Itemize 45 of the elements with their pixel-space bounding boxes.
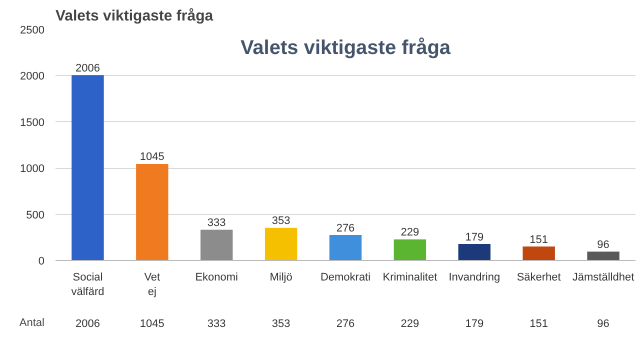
text: 179: [465, 318, 484, 330]
text: 1045: [140, 318, 164, 330]
data-label: 333: [207, 217, 226, 230]
data-label: 276: [336, 222, 355, 234]
y-tick-label: 1500: [20, 116, 45, 129]
text: 353: [272, 318, 290, 330]
data-label: 229: [400, 226, 420, 239]
y-tick-label: 1000: [20, 163, 45, 176]
bar: [458, 244, 490, 260]
x-tick-label: Jämställdhet: [572, 272, 634, 284]
chart-subtitle: Valets viktigaste fråga: [240, 36, 452, 59]
x-tick-label: Ekonomi: [195, 272, 238, 284]
x-tick-label: Invandring: [448, 272, 500, 284]
y-tick-label: 500: [26, 209, 45, 222]
x-tick-label: Kriminalitet: [382, 272, 438, 284]
data-label: 2006: [75, 62, 100, 74]
text: 229: [400, 318, 420, 330]
text: 151: [530, 318, 548, 330]
text: 2006: [75, 318, 100, 330]
x-tick-label: Miljö: [270, 272, 292, 284]
bar: [72, 75, 104, 260]
bar: [587, 252, 620, 260]
text: 333: [207, 318, 226, 330]
text: 276: [336, 318, 355, 330]
data-label: 353: [272, 215, 290, 228]
x-tick-label: Social välfärd: [71, 272, 104, 298]
x-tick-label: Säkerhet: [516, 272, 561, 284]
bar: [200, 230, 233, 260]
chart-title: Valets viktigaste fråga: [56, 8, 214, 24]
bar: [522, 246, 555, 260]
data-label: 179: [465, 231, 484, 244]
bar: [329, 235, 362, 260]
y-tick-label: 0: [38, 256, 45, 268]
y-tick-label: 2000: [20, 70, 45, 83]
y-tick-label: 2500: [20, 24, 45, 36]
text: Antal: [19, 317, 45, 329]
data-label: 96: [597, 238, 610, 251]
x-tick-label: Vet ej: [144, 272, 160, 298]
x-tick-label: Demokrati: [320, 272, 371, 284]
data-label: 1045: [140, 151, 164, 164]
text: 96: [597, 318, 610, 330]
bar: [394, 239, 426, 260]
bar: [136, 164, 168, 260]
data-label: 151: [530, 234, 548, 246]
bar: [264, 228, 298, 260]
